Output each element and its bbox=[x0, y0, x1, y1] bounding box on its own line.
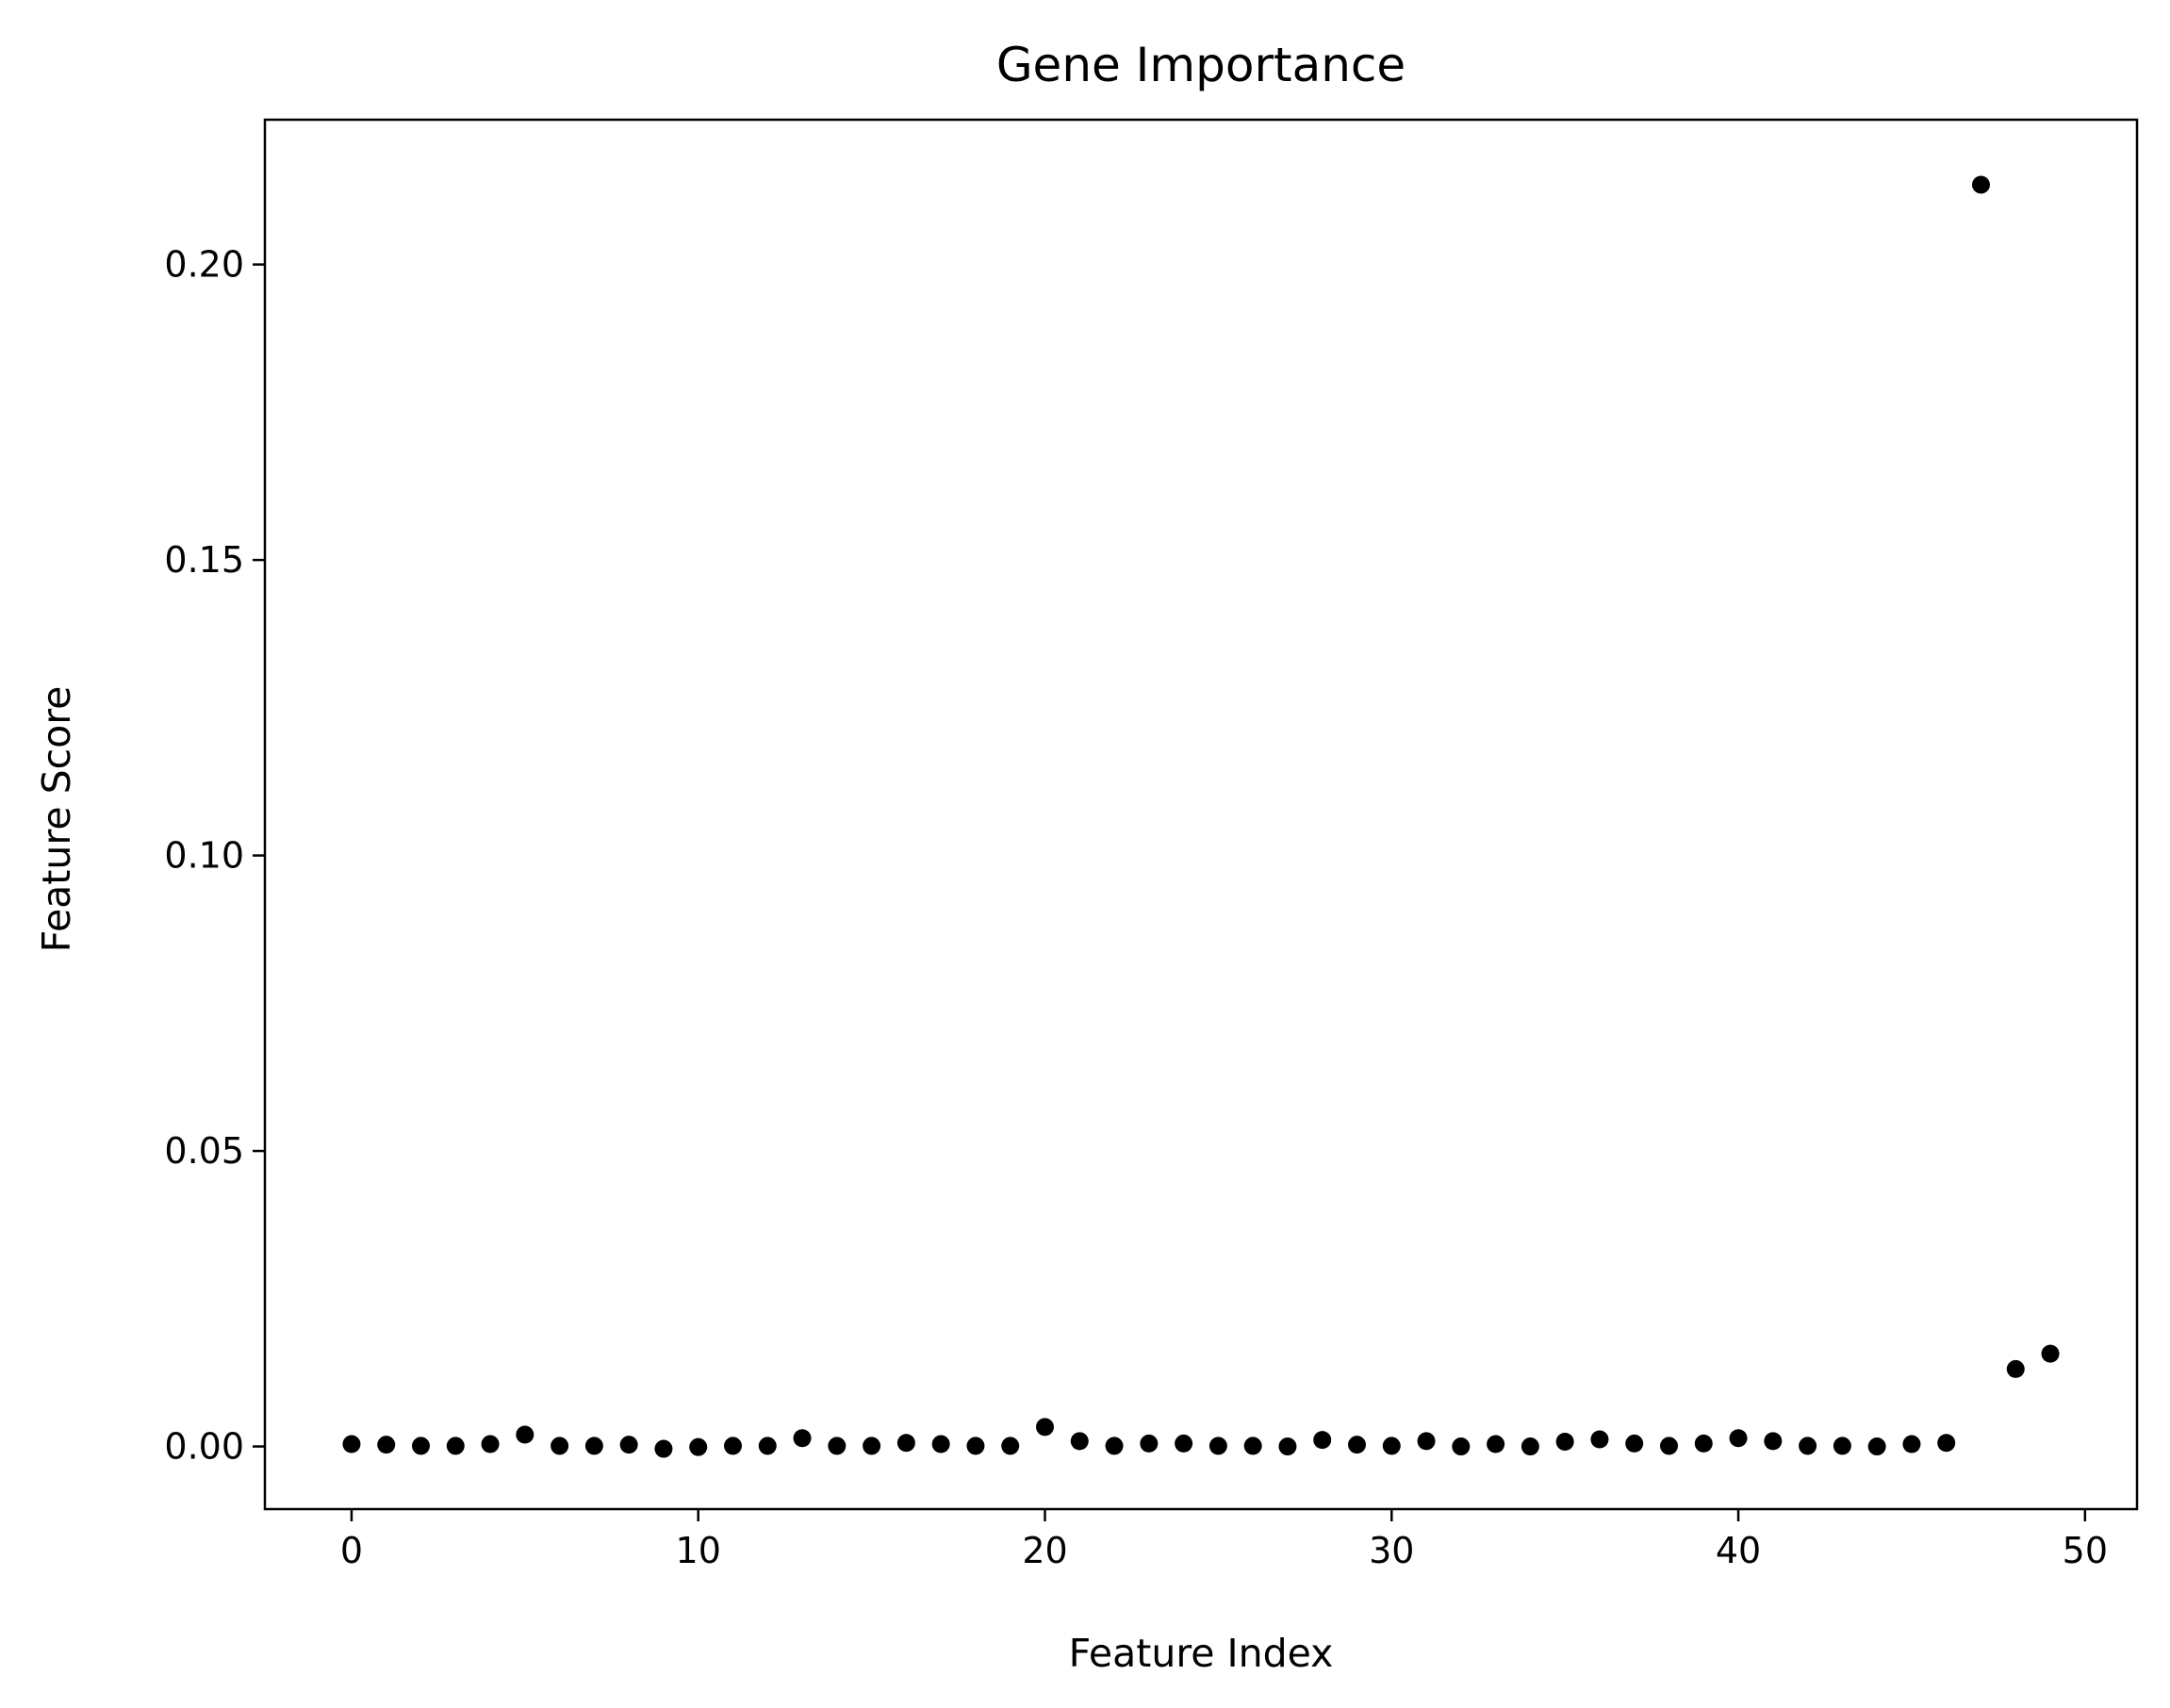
data-point bbox=[863, 1437, 881, 1455]
data-points bbox=[342, 175, 2060, 1458]
data-point bbox=[446, 1437, 465, 1455]
data-point bbox=[1348, 1436, 1366, 1454]
data-point bbox=[1555, 1433, 1574, 1452]
data-point bbox=[1937, 1434, 1956, 1453]
data-point bbox=[377, 1436, 396, 1454]
data-point bbox=[1729, 1429, 1748, 1448]
data-point bbox=[1521, 1437, 1539, 1456]
data-point bbox=[584, 1437, 603, 1455]
data-point bbox=[1867, 1437, 1886, 1456]
data-point bbox=[1382, 1437, 1401, 1455]
data-point bbox=[896, 1434, 915, 1453]
data-point bbox=[2041, 1344, 2060, 1363]
data-point bbox=[1208, 1437, 1227, 1455]
plot-frame bbox=[263, 118, 2139, 1511]
x-tick-label: 10 bbox=[676, 1530, 721, 1571]
y-tick-label: 0.10 bbox=[164, 835, 244, 877]
axis-ticks: 0 10 20 30 40 50 0.00 0.05 0.10 0.15 0.20 bbox=[164, 244, 2108, 1571]
x-tick-label: 40 bbox=[1716, 1530, 1761, 1571]
x-tick-label: 20 bbox=[1022, 1530, 1067, 1571]
data-point bbox=[793, 1429, 812, 1448]
data-point bbox=[619, 1436, 638, 1454]
data-point bbox=[1452, 1437, 1471, 1456]
data-point bbox=[1799, 1437, 1817, 1455]
y-tick-label: 0.00 bbox=[164, 1426, 244, 1468]
y-tick-label: 0.15 bbox=[164, 539, 244, 581]
data-point bbox=[1278, 1437, 1297, 1456]
data-point bbox=[828, 1437, 847, 1455]
data-point bbox=[966, 1437, 985, 1455]
data-point bbox=[551, 1437, 569, 1455]
y-tick-label: 0.05 bbox=[164, 1130, 244, 1172]
data-point bbox=[758, 1437, 777, 1455]
data-point bbox=[1105, 1437, 1124, 1455]
data-point bbox=[1625, 1434, 1644, 1453]
data-point bbox=[2006, 1359, 2025, 1378]
y-axis-title: Feature Score bbox=[34, 686, 79, 953]
data-point bbox=[342, 1435, 361, 1453]
data-point bbox=[1140, 1434, 1159, 1453]
data-point bbox=[1417, 1432, 1436, 1451]
data-point bbox=[689, 1437, 708, 1456]
data-point bbox=[1036, 1418, 1054, 1437]
data-point bbox=[1764, 1432, 1783, 1451]
data-point bbox=[1487, 1435, 1505, 1453]
data-point bbox=[1001, 1437, 1020, 1455]
data-point bbox=[412, 1437, 430, 1455]
x-tick-label: 30 bbox=[1369, 1530, 1414, 1571]
data-point bbox=[1972, 175, 1990, 194]
data-point bbox=[1833, 1437, 1851, 1455]
data-point bbox=[1175, 1434, 1193, 1453]
data-point bbox=[481, 1435, 500, 1453]
data-point bbox=[931, 1435, 950, 1453]
y-tick-label: 0.20 bbox=[164, 244, 244, 286]
x-axis-title: Feature Index bbox=[1069, 1631, 1334, 1676]
x-tick-label: 0 bbox=[340, 1530, 363, 1571]
data-point bbox=[1660, 1437, 1678, 1455]
data-point bbox=[516, 1425, 534, 1444]
data-point bbox=[1902, 1435, 1921, 1453]
data-point bbox=[724, 1437, 742, 1455]
data-point bbox=[1694, 1434, 1713, 1453]
data-point bbox=[654, 1439, 673, 1458]
data-point bbox=[1590, 1430, 1609, 1449]
data-point bbox=[1070, 1432, 1089, 1451]
data-point bbox=[1313, 1431, 1332, 1450]
chart-title: Gene Importance bbox=[996, 38, 1406, 92]
x-tick-label: 50 bbox=[2063, 1530, 2108, 1571]
data-point bbox=[1243, 1437, 1262, 1455]
